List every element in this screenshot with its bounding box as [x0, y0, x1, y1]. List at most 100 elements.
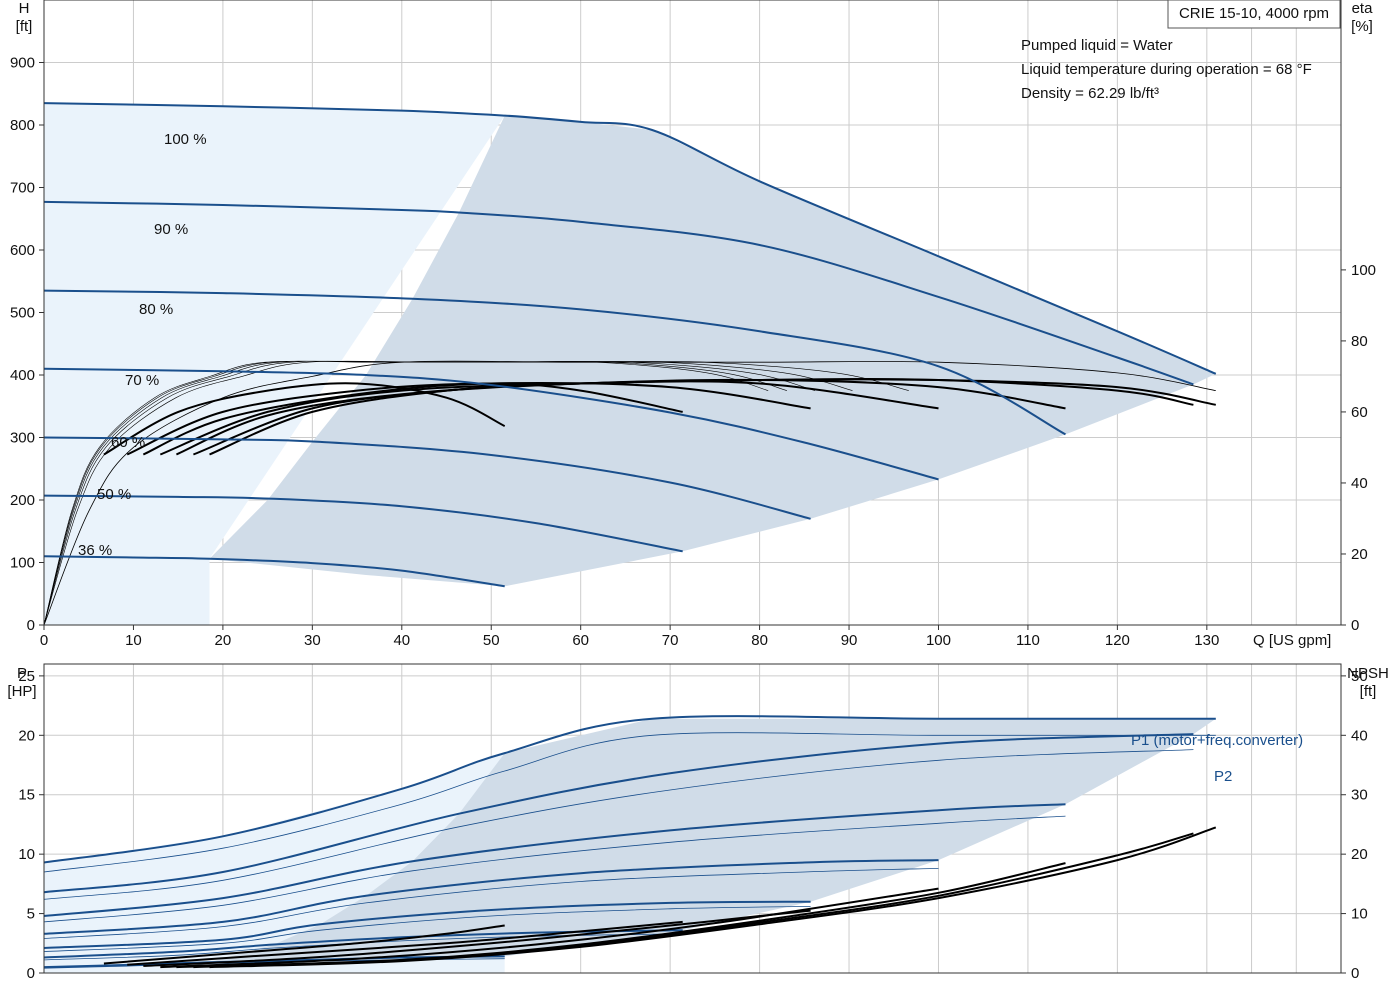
top-x-tick-label: 0 [40, 632, 48, 649]
eta-curve [126, 382, 683, 456]
top-x-tick-label: 20 [215, 632, 232, 649]
p1-curve [43, 900, 811, 949]
bottom-operating-region [209, 718, 1216, 963]
bottom-y-tick-label: 15 [18, 787, 35, 804]
p1-curve [43, 733, 1194, 894]
bottom-y2-tick-label: 0 [1351, 965, 1359, 982]
bottom-y-tick-label: 10 [18, 846, 35, 863]
top-xlabel: Q [US gpm] [1253, 632, 1331, 649]
npsh-curve [160, 887, 939, 969]
bottom-y2-tick-label: 20 [1351, 846, 1368, 863]
eta-curve [103, 382, 506, 456]
top-y-tick-label: 500 [10, 305, 35, 322]
npsh-curves [103, 826, 1217, 969]
top-x-tick-label: 90 [841, 632, 858, 649]
top-y-tick-labels: 0 100 200 300 400 500 600 700 800 900 [10, 55, 35, 635]
top-ylabel-unit: [ft] [16, 18, 33, 35]
p2-curve [43, 815, 1066, 923]
top-y-tick-label: 100 [10, 555, 35, 572]
head-curve [43, 555, 505, 588]
head-curve [43, 289, 1066, 436]
p2-curve [43, 749, 1194, 900]
top-operating-region [209, 115, 1216, 587]
top-y2-tick-label: 40 [1351, 475, 1368, 492]
bottom-ylabel-unit: [HP] [7, 683, 36, 700]
speed-labels: 100 % 90 % 80 % 70 % 60 % 50 % 36 % [78, 131, 207, 559]
eta-curve [142, 381, 811, 456]
p1-series-label: P1 (motor+freq.converter) [1131, 732, 1303, 749]
head-curve [43, 367, 939, 481]
top-x-tick-label: 80 [751, 632, 768, 649]
top-x-tick-label: 60 [572, 632, 589, 649]
top-y-tick-label: 600 [10, 242, 35, 259]
speed-label: 90 % [154, 221, 188, 238]
p1-curves [43, 715, 1216, 969]
top-y2-tick-labels: 0 20 40 60 80 100 [1351, 262, 1376, 634]
npsh-curve [127, 920, 683, 966]
info-liquid-temperature: Liquid temperature during operation = 68… [1021, 61, 1312, 78]
p2-curve [43, 732, 1216, 873]
top-x-tick-label: 50 [483, 632, 500, 649]
speed-label: 70 % [125, 372, 159, 389]
top-x-tick-label: 110 [1016, 632, 1040, 649]
eta-envelope-curve [43, 360, 1216, 626]
top-y2-tick-label: 100 [1351, 262, 1376, 279]
top-x-tick-label: 70 [662, 632, 679, 649]
bottom-y2label-unit: [ft] [1360, 683, 1377, 700]
top-x-tick-label: 30 [304, 632, 321, 649]
head-efficiency-panel: 0 10 20 30 40 50 60 70 80 90 100 110 120 130 01002003… [10, 0, 1376, 649]
speed-label: 50 % [97, 486, 131, 503]
speed-label: 36 % [78, 542, 112, 559]
p2-curve [43, 868, 939, 939]
p2-curve [43, 906, 811, 952]
chart-title: CRIE 15-10, 4000 rpm [1179, 5, 1329, 22]
head-curve [43, 494, 683, 553]
bottom-y2-tick-label: 10 [1351, 906, 1368, 923]
head-curve [43, 436, 811, 520]
p1-curve [43, 859, 939, 935]
top-y2-tick-label: 20 [1351, 546, 1368, 563]
top-y2label-unit: [%] [1351, 18, 1373, 35]
bottom-plot-frame [43, 663, 1342, 974]
head-curve [43, 102, 1217, 375]
top-y-tick-label: 700 [10, 180, 35, 197]
top-y-tick-label: 800 [10, 117, 35, 134]
p1-curve [43, 803, 1066, 917]
bottom-y-tick-label: 0 [27, 965, 35, 982]
info-density: Density = 62.29 lb/ft³ [1021, 85, 1159, 102]
top-y-tick-label: 900 [10, 55, 35, 72]
head-curve [43, 200, 1194, 386]
bottom-ylabel-quantity: P [17, 665, 27, 682]
bottom-y2-tick-label: 40 [1351, 727, 1368, 744]
top-x-tick-label: 120 [1105, 632, 1130, 649]
top-x-tick-label: 100 [926, 632, 951, 649]
info-pumped-liquid: Pumped liquid = Water [1021, 37, 1173, 54]
bottom-y2-tick-labels: 0 10 20 30 40 50 [1351, 668, 1368, 982]
npsh-curve [103, 924, 505, 965]
p2-series-label: P2 [1214, 768, 1232, 785]
top-y-tick-label: 0 [27, 617, 35, 634]
npsh-curve [176, 862, 1066, 969]
top-y2-tick-label: 0 [1351, 617, 1359, 634]
top-x-tick-label: 40 [393, 632, 410, 649]
top-x-tick-label: 10 [125, 632, 142, 649]
bottom-y-tick-labels: 0 5 10 15 20 25 [18, 668, 35, 982]
top-y2label-quantity: eta [1352, 0, 1374, 17]
top-y-tick-label: 400 [10, 367, 35, 384]
efficiency-curves [43, 360, 1216, 626]
head-curves [43, 102, 1217, 588]
speed-label: 80 % [139, 301, 173, 318]
bottom-y2label-quantity: NPSH [1347, 665, 1389, 682]
top-x-tick-labels: 0 10 20 30 40 50 60 70 80 90 100 110 120 130 [40, 632, 1220, 649]
bottom-y-tick-label: 5 [27, 906, 35, 923]
bottom-y-tick-label: 20 [18, 727, 35, 744]
top-y2-tick-label: 80 [1351, 333, 1368, 350]
top-x-tick-label: 130 [1194, 632, 1219, 649]
eta-thin-curve [43, 360, 769, 626]
bottom-y-tick-label: 25 [18, 668, 35, 685]
top-ylabel-quantity: H [19, 0, 30, 17]
bottom-y2-tick-label: 30 [1351, 787, 1368, 804]
p1-curve [43, 715, 1216, 864]
